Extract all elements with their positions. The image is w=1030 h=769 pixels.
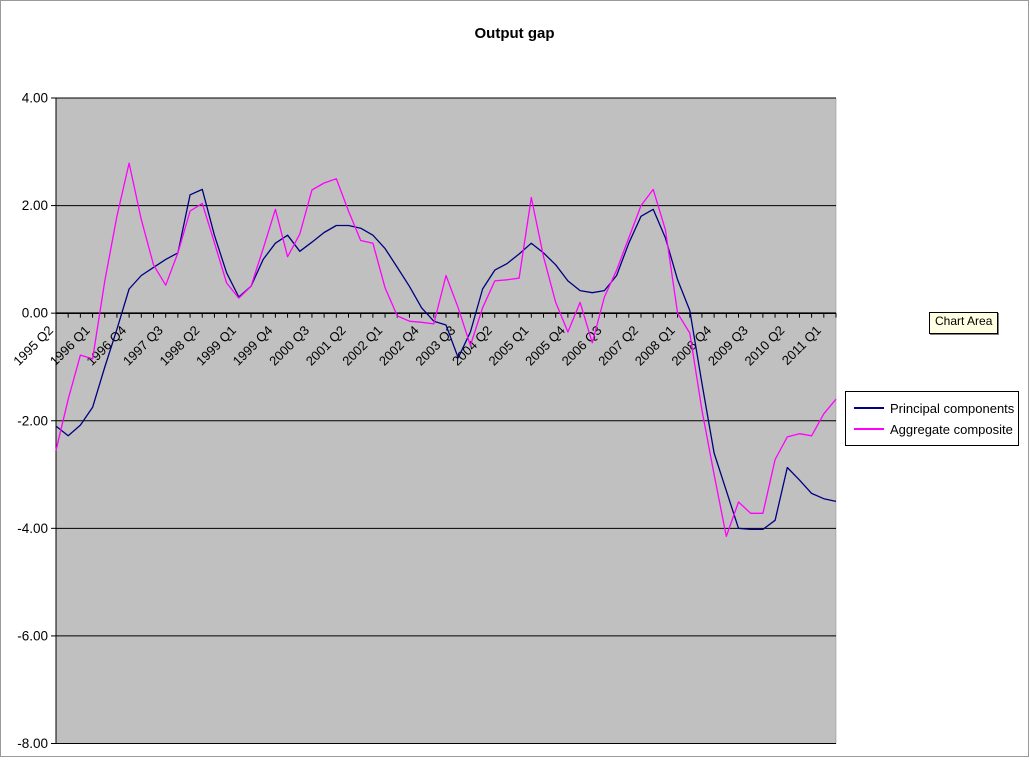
- chart-area-tooltip: Chart Area: [929, 312, 999, 334]
- legend-entry[interactable]: Aggregate composite: [854, 422, 1018, 437]
- y-axis-label: 2.00: [22, 198, 48, 213]
- y-axis-label: 4.00: [22, 91, 48, 106]
- legend-line-sample: [854, 407, 884, 409]
- series-principal-components-line[interactable]: [55, 188, 837, 531]
- legend-label: Aggregate composite: [890, 421, 1013, 437]
- y-axis-label: -8.00: [17, 736, 48, 751]
- legend[interactable]: Principal components Aggregate composite: [845, 391, 1019, 446]
- y-axis-label: -2.00: [17, 413, 48, 428]
- legend-line-sample: [854, 428, 884, 430]
- y-axis-label: -6.00: [17, 628, 48, 643]
- legend-entry[interactable]: Principal components: [854, 401, 1018, 416]
- series-aggregate-composite-line[interactable]: [55, 162, 837, 538]
- legend-label: Principal components: [890, 400, 1015, 416]
- y-axis-label: -4.00: [17, 521, 48, 536]
- y-axis-label: 0.00: [22, 306, 48, 321]
- chart-title: Output gap: [474, 25, 555, 42]
